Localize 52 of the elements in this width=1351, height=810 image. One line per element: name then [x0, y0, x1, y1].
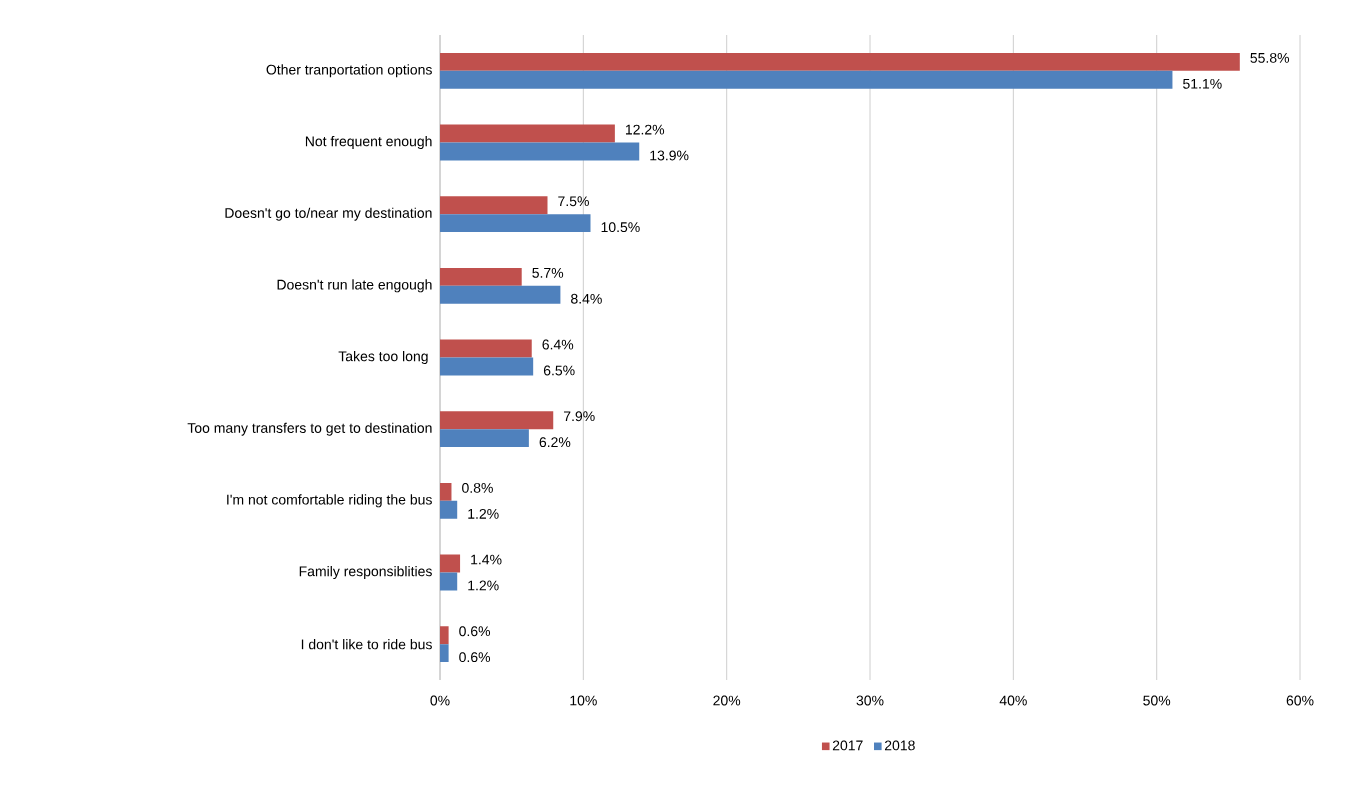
data-label: 7.5%: [558, 196, 589, 207]
bar: [440, 500, 458, 519]
data-label: 10.5%: [601, 222, 640, 233]
x-tick-label: 30%: [856, 695, 884, 706]
x-tick-label: 20%: [713, 695, 741, 706]
data-label: 7.9%: [564, 411, 595, 422]
bar: [440, 429, 529, 448]
y-tick-label: I'm not comfortable riding the bus: [227, 494, 432, 508]
bar: [440, 52, 1240, 71]
bar: [440, 285, 561, 304]
y-tick-label: Doesn't run late engough: [277, 279, 432, 293]
data-label: 6.4%: [542, 339, 574, 350]
bar: [440, 626, 449, 645]
data-label: 6.5%: [543, 365, 575, 376]
y-tick-label: Takes too long: [338, 350, 428, 365]
data-label: 1.4%: [471, 554, 502, 565]
data-label: 1.2%: [468, 508, 499, 519]
x-tick-label: 60%: [1286, 695, 1314, 706]
y-tick-label: Not frequent enough: [305, 135, 432, 150]
y-tick-label: Other tranportation options: [266, 64, 432, 78]
data-label: 51.1%: [1183, 78, 1222, 89]
data-label: 55.8%: [1250, 52, 1290, 63]
data-label: 8.4%: [571, 293, 602, 304]
y-tick-label: Doesn't go to/near my destination: [225, 207, 432, 221]
bar: [440, 644, 449, 663]
data-label: 13.9%: [650, 150, 689, 161]
bar: [440, 339, 532, 358]
y-tick-label: I don't like to ride bus: [301, 639, 432, 650]
bar: [440, 554, 461, 573]
data-label: 0.8%: [462, 482, 493, 493]
data-label: 12.2%: [625, 124, 665, 135]
data-label: 6.2%: [539, 437, 571, 448]
bar: [440, 196, 548, 215]
bar: [440, 357, 534, 376]
y-tick-label: Family responsiblities: [299, 565, 432, 580]
x-tick-label: 50%: [1143, 695, 1171, 706]
bar: [440, 214, 591, 233]
data-label: 0.6%: [459, 626, 491, 637]
x-tick-label: 10%: [570, 695, 597, 706]
data-label: 0.6%: [459, 652, 491, 663]
x-tick-label: 40%: [999, 695, 1027, 706]
bar: [440, 124, 615, 143]
x-tick-label: 0%: [430, 695, 450, 706]
legend-label: 2018: [884, 740, 915, 751]
bar: [440, 70, 1173, 89]
legend-label: 2017: [832, 740, 863, 751]
data-label: 1.2%: [468, 580, 499, 591]
data-label: 5.7%: [532, 267, 564, 278]
y-tick-label: Too many transfers to get to destination: [187, 422, 432, 436]
bar: [440, 411, 554, 430]
bar: [440, 142, 640, 161]
bar: [440, 267, 522, 286]
